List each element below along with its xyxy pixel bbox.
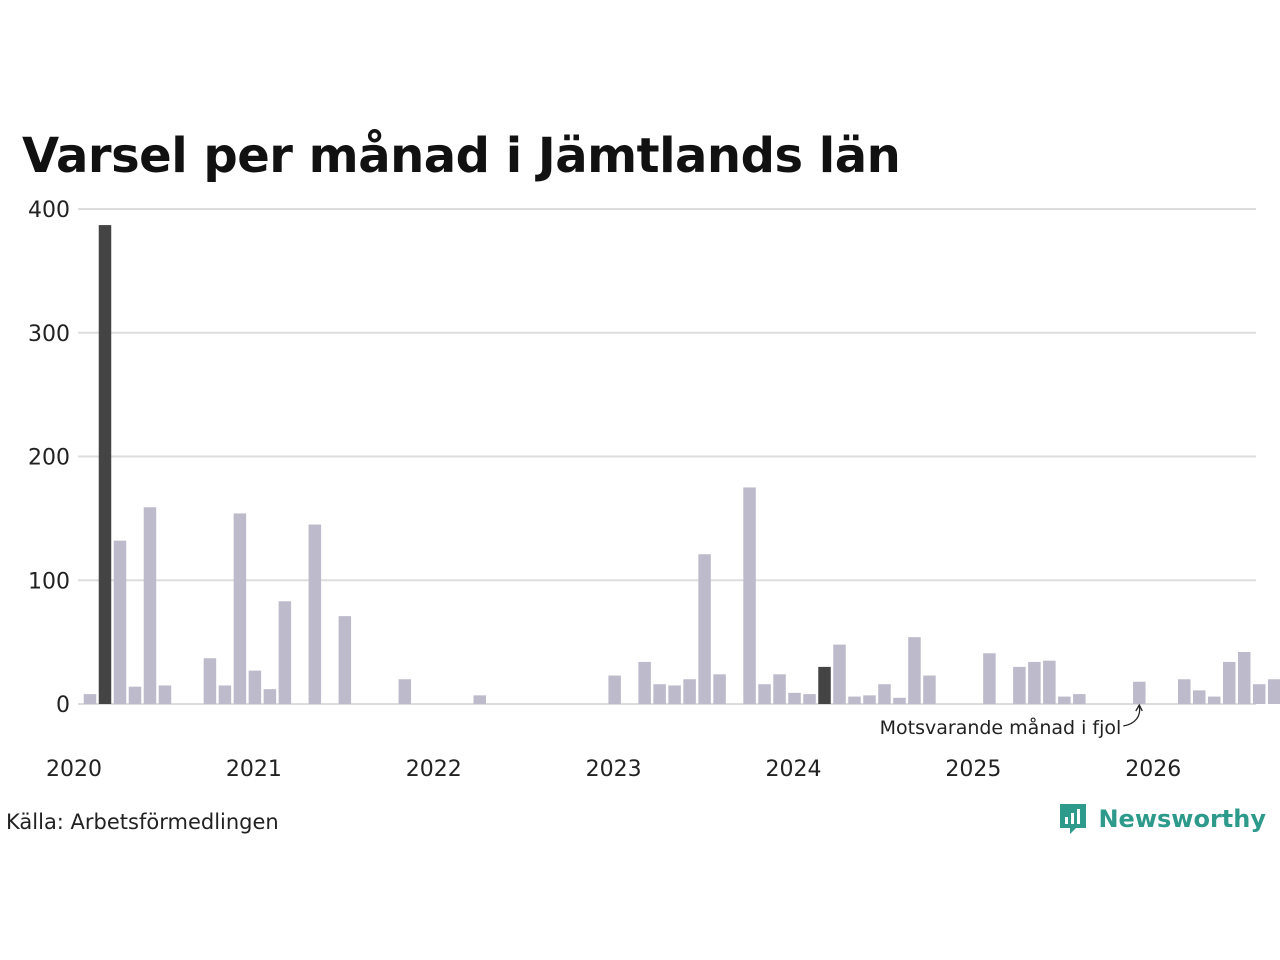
y-tick-label: 200 [28,446,70,471]
bar [218,685,232,704]
bar [83,694,97,704]
gridlines [78,208,1256,705]
bar [233,513,247,704]
bar [863,695,876,704]
bar [1028,661,1041,704]
bar [1267,679,1280,704]
y-tick-label: 0 [56,693,70,718]
bar [263,689,277,704]
x-tick-label: 2021 [226,757,282,782]
bar [893,697,906,704]
bar [683,679,696,704]
bar [398,679,412,704]
x-tick-label: 2020 [46,757,102,782]
x-tick-label: 2024 [766,757,822,782]
bar [248,670,262,704]
bar [203,658,217,704]
bar [128,686,142,704]
bar [653,684,666,704]
bar [1073,694,1086,704]
x-tick-label: 2022 [406,757,462,782]
bar [1058,696,1071,704]
x-tick-label: 2026 [1125,757,1181,782]
bar [983,653,996,704]
bar [803,694,816,704]
bar [1237,652,1251,704]
bar-same-month-previous-year [818,666,831,704]
bar [638,661,651,704]
bar [878,684,891,704]
bar [308,524,322,704]
brand-logo: Newsworthy [1058,802,1266,836]
bar [1222,661,1236,704]
bar [908,637,921,704]
y-tick-label: 100 [28,569,70,594]
chart-title: Varsel per månad i Jämtlands län [22,128,901,184]
x-tick-label: 2023 [586,757,642,782]
annotation-previous-year: Motsvarande månad i fjol [880,716,1122,739]
annotation-arrowhead [1135,703,1143,712]
bar [113,540,127,704]
bar [833,644,846,704]
bar [158,685,172,704]
bar [1013,666,1026,704]
bar [698,554,711,704]
bar [743,487,756,704]
bar-same-month-previous-year [98,225,112,704]
y-tick-label: 400 [28,198,70,223]
bar [758,684,771,704]
source-note: Källa: Arbetsförmedlingen [6,810,279,834]
bar [1178,679,1191,704]
annotation-arrow [1123,705,1141,727]
bar [1043,660,1056,704]
bar [473,695,486,704]
bar [1133,681,1146,704]
bar [848,696,861,704]
bars [83,225,1280,704]
bar [1208,696,1221,704]
newsworthy-logo-icon [1060,804,1087,834]
annotations: mars16Motsvarande månad i fjol [880,703,1143,739]
bar [668,685,681,704]
bar [1252,684,1266,704]
bar [773,674,786,704]
x-tick-label: 2025 [945,757,1001,782]
brand-name: Newsworthy [1098,805,1266,833]
bar [1193,690,1206,704]
bar [713,674,726,704]
y-tick-label: 300 [28,322,70,347]
bar [788,692,801,704]
bar [923,675,936,704]
bar [608,675,621,704]
bar [143,507,157,704]
bar [278,601,292,704]
bar [338,616,352,704]
axis-labels: 0 100 200 300 400 2020 2021 2022 2023 2024 2025 202… [28,198,1181,782]
